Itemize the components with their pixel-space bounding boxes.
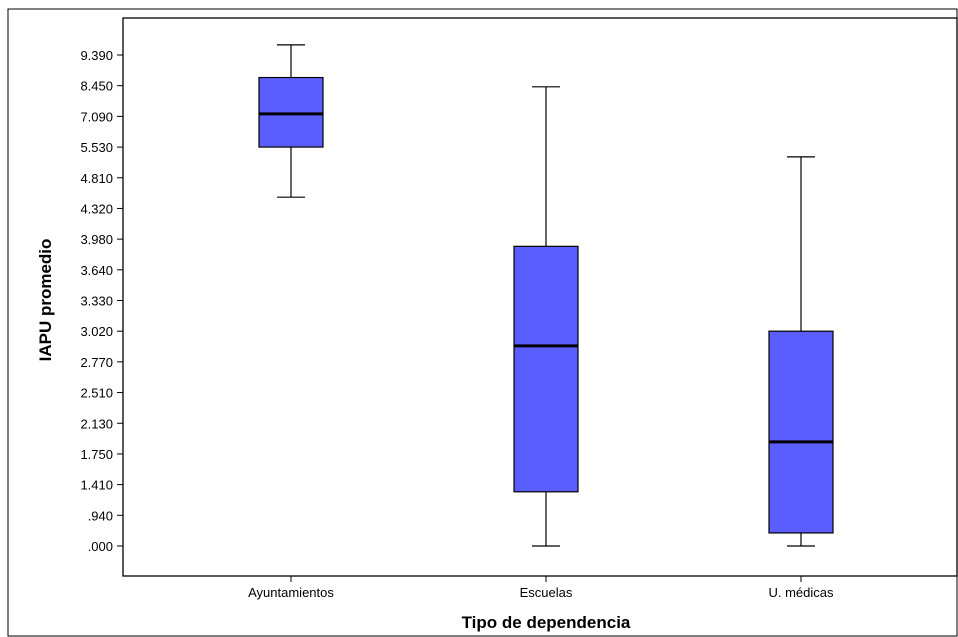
y-tick-label: 3.020	[80, 324, 113, 339]
box-2	[513, 86, 579, 547]
y-tick-label: 1.410	[80, 478, 113, 493]
y-tick-label: 1.750	[80, 447, 113, 462]
x-category-label: U. médicas	[768, 585, 834, 600]
y-tick-label: 8.450	[80, 79, 113, 94]
iqr-box	[258, 76, 324, 148]
box-1	[258, 44, 324, 198]
y-tick-label: .940	[88, 508, 113, 523]
iqr-box	[513, 245, 579, 493]
y-tick-label: 5.530	[80, 140, 113, 155]
iqr-box	[768, 330, 834, 534]
box-3	[768, 156, 834, 547]
x-category-label: Ayuntamientos	[248, 585, 334, 600]
y-axis-title: IAPU promedio	[36, 239, 55, 362]
y-tick-label: 3.980	[80, 232, 113, 247]
y-tick-label: 7.090	[80, 109, 113, 124]
box-series	[258, 44, 834, 547]
y-axis-ticks: .000 .940 1.410 1.750 2.130 2.510 2.770 3.020 3.…	[80, 48, 123, 554]
y-tick-label: 3.640	[80, 263, 113, 278]
y-tick-label: 9.390	[80, 48, 113, 63]
x-axis-categories: Ayuntamientos Escuelas U. médicas	[248, 576, 834, 600]
x-axis-title: Tipo de dependencia	[462, 613, 631, 632]
y-tick-label: 4.320	[80, 201, 113, 216]
y-tick-label: 2.510	[80, 386, 113, 401]
y-tick-label: .000	[88, 539, 113, 554]
y-tick-label: 4.810	[80, 171, 113, 186]
y-tick-label: 3.330	[80, 294, 113, 309]
x-category-label: Escuelas	[520, 585, 573, 600]
y-tick-label: 2.770	[80, 355, 113, 370]
y-tick-label: 2.130	[80, 416, 113, 431]
